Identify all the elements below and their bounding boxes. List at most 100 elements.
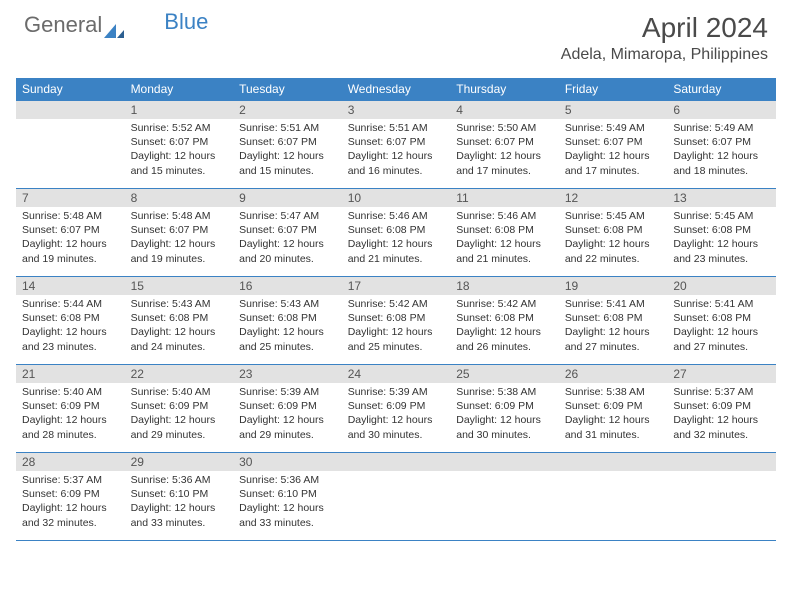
calendar-week-row: 21Sunrise: 5:40 AMSunset: 6:09 PMDayligh… — [16, 365, 776, 453]
calendar-day-cell: 3Sunrise: 5:51 AMSunset: 6:07 PMDaylight… — [342, 101, 451, 189]
day-number: 4 — [450, 101, 559, 119]
day-d1: Daylight: 12 hours — [22, 413, 119, 427]
day-d2: and 32 minutes. — [22, 516, 119, 530]
day-ss: Sunset: 6:07 PM — [22, 223, 119, 237]
day-number: 7 — [16, 189, 125, 207]
day-ss: Sunset: 6:08 PM — [131, 311, 228, 325]
day-d2: and 31 minutes. — [565, 428, 662, 442]
day-ss: Sunset: 6:07 PM — [239, 223, 336, 237]
day-ss: Sunset: 6:07 PM — [348, 135, 445, 149]
calendar-day-cell: 28Sunrise: 5:37 AMSunset: 6:09 PMDayligh… — [16, 453, 125, 541]
calendar-day-cell: 18Sunrise: 5:42 AMSunset: 6:08 PMDayligh… — [450, 277, 559, 365]
day-sr: Sunrise: 5:46 AM — [348, 209, 445, 223]
day-sr: Sunrise: 5:45 AM — [565, 209, 662, 223]
day-details: Sunrise: 5:42 AMSunset: 6:08 PMDaylight:… — [450, 295, 559, 358]
calendar-week-row: 7Sunrise: 5:48 AMSunset: 6:07 PMDaylight… — [16, 189, 776, 277]
day-details: Sunrise: 5:36 AMSunset: 6:10 PMDaylight:… — [233, 471, 342, 534]
logo-text-1: General — [24, 12, 102, 38]
calendar-day-cell: 29Sunrise: 5:36 AMSunset: 6:10 PMDayligh… — [125, 453, 234, 541]
day-number: 29 — [125, 453, 234, 471]
calendar-day-cell: 27Sunrise: 5:37 AMSunset: 6:09 PMDayligh… — [667, 365, 776, 453]
day-d1: Daylight: 12 hours — [456, 325, 553, 339]
day-sr: Sunrise: 5:36 AM — [131, 473, 228, 487]
calendar-day-cell: 20Sunrise: 5:41 AMSunset: 6:08 PMDayligh… — [667, 277, 776, 365]
day-d2: and 28 minutes. — [22, 428, 119, 442]
day-details: Sunrise: 5:41 AMSunset: 6:08 PMDaylight:… — [559, 295, 668, 358]
calendar-day-cell: 9Sunrise: 5:47 AMSunset: 6:07 PMDaylight… — [233, 189, 342, 277]
calendar-day-cell: 7Sunrise: 5:48 AMSunset: 6:07 PMDaylight… — [16, 189, 125, 277]
day-sr: Sunrise: 5:49 AM — [565, 121, 662, 135]
calendar-day-cell: 12Sunrise: 5:45 AMSunset: 6:08 PMDayligh… — [559, 189, 668, 277]
day-details: Sunrise: 5:52 AMSunset: 6:07 PMDaylight:… — [125, 119, 234, 182]
day-details: Sunrise: 5:45 AMSunset: 6:08 PMDaylight:… — [667, 207, 776, 270]
day-sr: Sunrise: 5:43 AM — [239, 297, 336, 311]
day-number: 22 — [125, 365, 234, 383]
day-d2: and 26 minutes. — [456, 340, 553, 354]
calendar-day-cell: 25Sunrise: 5:38 AMSunset: 6:09 PMDayligh… — [450, 365, 559, 453]
day-d1: Daylight: 12 hours — [239, 149, 336, 163]
day-d1: Daylight: 12 hours — [348, 237, 445, 251]
day-ss: Sunset: 6:09 PM — [131, 399, 228, 413]
day-number: 21 — [16, 365, 125, 383]
calendar-week-row: 1Sunrise: 5:52 AMSunset: 6:07 PMDaylight… — [16, 101, 776, 189]
day-d1: Daylight: 12 hours — [22, 237, 119, 251]
calendar-day-cell: 26Sunrise: 5:38 AMSunset: 6:09 PMDayligh… — [559, 365, 668, 453]
day-number: 6 — [667, 101, 776, 119]
empty-day — [450, 453, 559, 471]
logo-text-2: Blue — [164, 9, 208, 35]
day-details: Sunrise: 5:41 AMSunset: 6:08 PMDaylight:… — [667, 295, 776, 358]
day-sr: Sunrise: 5:49 AM — [673, 121, 770, 135]
day-sr: Sunrise: 5:40 AM — [131, 385, 228, 399]
day-d2: and 15 minutes. — [131, 164, 228, 178]
calendar-day-cell — [559, 453, 668, 541]
day-sr: Sunrise: 5:44 AM — [22, 297, 119, 311]
day-ss: Sunset: 6:08 PM — [456, 223, 553, 237]
day-sr: Sunrise: 5:37 AM — [22, 473, 119, 487]
day-ss: Sunset: 6:07 PM — [131, 135, 228, 149]
day-number: 10 — [342, 189, 451, 207]
day-number: 15 — [125, 277, 234, 295]
weekday-header: Friday — [559, 78, 668, 101]
day-number: 28 — [16, 453, 125, 471]
day-d2: and 23 minutes. — [22, 340, 119, 354]
day-number: 11 — [450, 189, 559, 207]
day-d2: and 25 minutes. — [239, 340, 336, 354]
calendar-header-row: SundayMondayTuesdayWednesdayThursdayFrid… — [16, 78, 776, 101]
day-ss: Sunset: 6:08 PM — [673, 223, 770, 237]
day-d2: and 19 minutes. — [22, 252, 119, 266]
calendar-day-cell: 10Sunrise: 5:46 AMSunset: 6:08 PMDayligh… — [342, 189, 451, 277]
calendar-day-cell — [667, 453, 776, 541]
day-ss: Sunset: 6:07 PM — [456, 135, 553, 149]
day-details: Sunrise: 5:49 AMSunset: 6:07 PMDaylight:… — [667, 119, 776, 182]
day-number: 16 — [233, 277, 342, 295]
day-d2: and 27 minutes. — [673, 340, 770, 354]
calendar-day-cell: 17Sunrise: 5:42 AMSunset: 6:08 PMDayligh… — [342, 277, 451, 365]
day-ss: Sunset: 6:09 PM — [348, 399, 445, 413]
day-d2: and 20 minutes. — [239, 252, 336, 266]
day-d2: and 25 minutes. — [348, 340, 445, 354]
day-number: 27 — [667, 365, 776, 383]
day-ss: Sunset: 6:07 PM — [673, 135, 770, 149]
calendar-day-cell: 11Sunrise: 5:46 AMSunset: 6:08 PMDayligh… — [450, 189, 559, 277]
day-details: Sunrise: 5:43 AMSunset: 6:08 PMDaylight:… — [125, 295, 234, 358]
day-d1: Daylight: 12 hours — [456, 237, 553, 251]
day-number: 12 — [559, 189, 668, 207]
day-ss: Sunset: 6:07 PM — [131, 223, 228, 237]
header: General Blue April 2024 Adela, Mimaropa,… — [0, 0, 792, 70]
day-sr: Sunrise: 5:43 AM — [131, 297, 228, 311]
day-details: Sunrise: 5:38 AMSunset: 6:09 PMDaylight:… — [559, 383, 668, 446]
title-block: April 2024 Adela, Mimaropa, Philippines — [561, 12, 768, 64]
day-number: 19 — [559, 277, 668, 295]
day-ss: Sunset: 6:08 PM — [239, 311, 336, 325]
day-details: Sunrise: 5:40 AMSunset: 6:09 PMDaylight:… — [16, 383, 125, 446]
month-title: April 2024 — [561, 12, 768, 44]
calendar-day-cell: 22Sunrise: 5:40 AMSunset: 6:09 PMDayligh… — [125, 365, 234, 453]
day-ss: Sunset: 6:10 PM — [239, 487, 336, 501]
calendar-day-cell: 21Sunrise: 5:40 AMSunset: 6:09 PMDayligh… — [16, 365, 125, 453]
day-ss: Sunset: 6:10 PM — [131, 487, 228, 501]
day-sr: Sunrise: 5:38 AM — [456, 385, 553, 399]
day-d1: Daylight: 12 hours — [22, 501, 119, 515]
day-sr: Sunrise: 5:36 AM — [239, 473, 336, 487]
day-number: 20 — [667, 277, 776, 295]
calendar-day-cell: 19Sunrise: 5:41 AMSunset: 6:08 PMDayligh… — [559, 277, 668, 365]
